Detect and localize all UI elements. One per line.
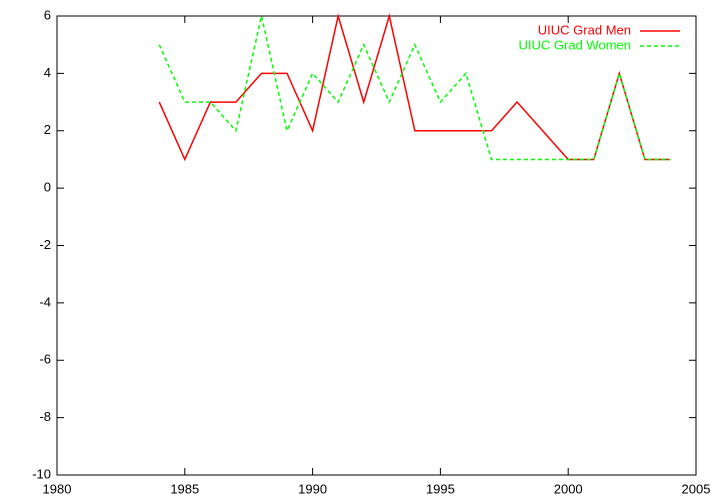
y-tick-label: -2 [39,237,51,252]
x-tick-label: 1995 [426,481,455,496]
y-tick-label: 6 [44,7,51,22]
y-tick-label: -4 [39,294,51,309]
x-tick-label: 1985 [170,481,199,496]
plot-frame [56,15,697,476]
legend-label: UIUC Grad Women [519,37,631,52]
x-tick-label: 1990 [298,481,327,496]
series-line [158,15,671,161]
legend-label: UIUC Grad Men [538,22,631,37]
y-tick-label: 4 [44,65,51,80]
x-tick-label: 2005 [682,481,711,496]
y-tick-label: -10 [32,466,51,481]
y-tick-label: 0 [44,180,51,195]
x-tick-label: 2000 [554,481,583,496]
y-tick-label: -8 [39,409,51,424]
y-tick-label: -6 [39,352,51,367]
x-tick-label: 1980 [43,481,72,496]
series-line [158,13,671,162]
y-tick-label: 2 [44,122,51,137]
